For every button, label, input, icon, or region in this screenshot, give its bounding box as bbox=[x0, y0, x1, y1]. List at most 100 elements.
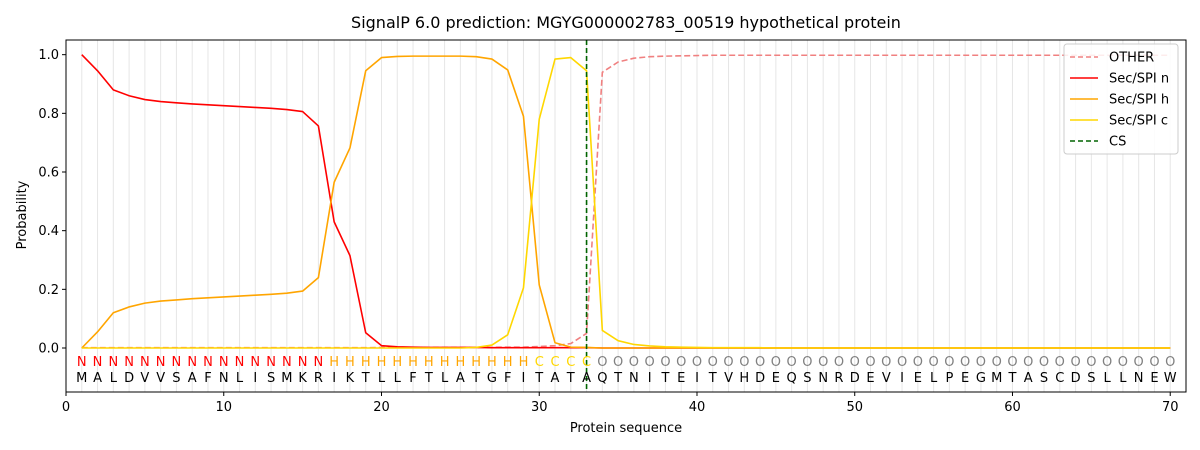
region-label: C bbox=[535, 355, 544, 370]
region-label: O bbox=[834, 355, 844, 370]
x-axis-label: Protein sequence bbox=[570, 421, 682, 436]
series-line-sec-spi-c bbox=[81, 56, 1171, 349]
residue-label: H bbox=[739, 371, 749, 386]
region-label: C bbox=[550, 355, 559, 370]
x-tick-label: 40 bbox=[689, 400, 706, 415]
residue-label: T bbox=[534, 371, 543, 386]
x-tick-label: 30 bbox=[531, 400, 548, 415]
region-label: H bbox=[377, 355, 387, 370]
region-label: N bbox=[203, 355, 213, 370]
region-label: N bbox=[187, 355, 197, 370]
residue-label: D bbox=[1071, 371, 1081, 386]
x-tick-label: 60 bbox=[1004, 400, 1021, 415]
grid-layer bbox=[81, 40, 1171, 392]
residue-label: S bbox=[267, 371, 275, 386]
region-label: O bbox=[1007, 355, 1017, 370]
residue-label: E bbox=[677, 371, 685, 386]
residue-label: L bbox=[930, 371, 938, 386]
residue-label: S bbox=[1040, 371, 1048, 386]
residue-label: I bbox=[522, 371, 526, 386]
residue-label: I bbox=[695, 371, 699, 386]
residue-label: L bbox=[394, 371, 402, 386]
x-tick-label: 20 bbox=[373, 400, 390, 415]
residue-label: L bbox=[110, 371, 118, 386]
residue-label: G bbox=[976, 371, 986, 386]
region-label: H bbox=[329, 355, 339, 370]
residue-label: A bbox=[93, 371, 102, 386]
legend-box bbox=[1063, 43, 1179, 155]
region-label: O bbox=[692, 355, 702, 370]
region-label: N bbox=[124, 355, 134, 370]
region-label: O bbox=[1039, 355, 1049, 370]
region-label: O bbox=[802, 355, 812, 370]
residue-label: L bbox=[441, 371, 449, 386]
region-label: O bbox=[992, 355, 1002, 370]
region-label: O bbox=[771, 355, 781, 370]
region-label: N bbox=[172, 355, 182, 370]
residue-label: I bbox=[900, 371, 904, 386]
region-label: H bbox=[345, 355, 355, 370]
region-label: O bbox=[723, 355, 733, 370]
chart-title: SignalP 6.0 prediction: MGYG000002783_00… bbox=[351, 13, 901, 33]
region-label: O bbox=[897, 355, 907, 370]
region-label: O bbox=[1023, 355, 1033, 370]
residue-label: T bbox=[424, 371, 433, 386]
x-tick-label: 50 bbox=[846, 400, 863, 415]
residue-label: A bbox=[551, 371, 560, 386]
residue-label: S bbox=[172, 371, 180, 386]
region-label: O bbox=[1070, 355, 1080, 370]
legend-label: OTHER bbox=[1109, 51, 1154, 66]
region-label: H bbox=[408, 355, 418, 370]
residue-label: A bbox=[582, 371, 591, 386]
region-label: O bbox=[818, 355, 828, 370]
residue-label: D bbox=[850, 371, 860, 386]
region-label: N bbox=[108, 355, 118, 370]
region-label: O bbox=[1134, 355, 1144, 370]
residue-label: K bbox=[346, 371, 355, 386]
region-label: N bbox=[93, 355, 103, 370]
region-label: H bbox=[487, 355, 497, 370]
residue-label: L bbox=[1119, 371, 1127, 386]
region-label: O bbox=[755, 355, 765, 370]
y-tick-label: 0.2 bbox=[38, 283, 59, 298]
residue-label: N bbox=[219, 371, 229, 386]
residue-label: T bbox=[708, 371, 717, 386]
residue-label: T bbox=[613, 371, 622, 386]
residue-label: T bbox=[1008, 371, 1017, 386]
region-label: O bbox=[613, 355, 623, 370]
residue-label: V bbox=[882, 371, 891, 386]
region-label: O bbox=[645, 355, 655, 370]
residue-label: L bbox=[236, 371, 244, 386]
region-label: O bbox=[928, 355, 938, 370]
residue-label: V bbox=[156, 371, 165, 386]
residue-label: S bbox=[1087, 371, 1095, 386]
region-label: H bbox=[440, 355, 450, 370]
y-tick-label: 0.4 bbox=[38, 224, 59, 239]
region-label: O bbox=[944, 355, 954, 370]
region-label: N bbox=[298, 355, 308, 370]
series-line-sec-spi-n bbox=[81, 54, 1171, 349]
residue-label: E bbox=[1150, 371, 1158, 386]
axes-layer: 0 10 20 30 40 50 60 70 0.0 0.2 0.4 0.6 0.8 1.0 bbox=[38, 48, 1178, 415]
series-line-other bbox=[81, 54, 1171, 349]
region-label: H bbox=[503, 355, 513, 370]
region-label: H bbox=[361, 355, 371, 370]
residue-label: Q bbox=[787, 371, 797, 386]
region-label: N bbox=[282, 355, 292, 370]
region-label: O bbox=[739, 355, 749, 370]
region-label: N bbox=[250, 355, 260, 370]
legend-label: Sec/SPI h bbox=[1109, 93, 1169, 108]
residue-label: E bbox=[866, 371, 874, 386]
residue-label: I bbox=[648, 371, 652, 386]
region-label: O bbox=[865, 355, 875, 370]
residue-label: E bbox=[914, 371, 922, 386]
region-label: C bbox=[566, 355, 575, 370]
y-tick-label: 0.8 bbox=[38, 107, 59, 122]
x-tick-label: 10 bbox=[215, 400, 232, 415]
residue-label: F bbox=[409, 371, 416, 386]
residue-label: T bbox=[660, 371, 669, 386]
region-label: O bbox=[913, 355, 923, 370]
residue-label: W bbox=[1164, 371, 1177, 386]
